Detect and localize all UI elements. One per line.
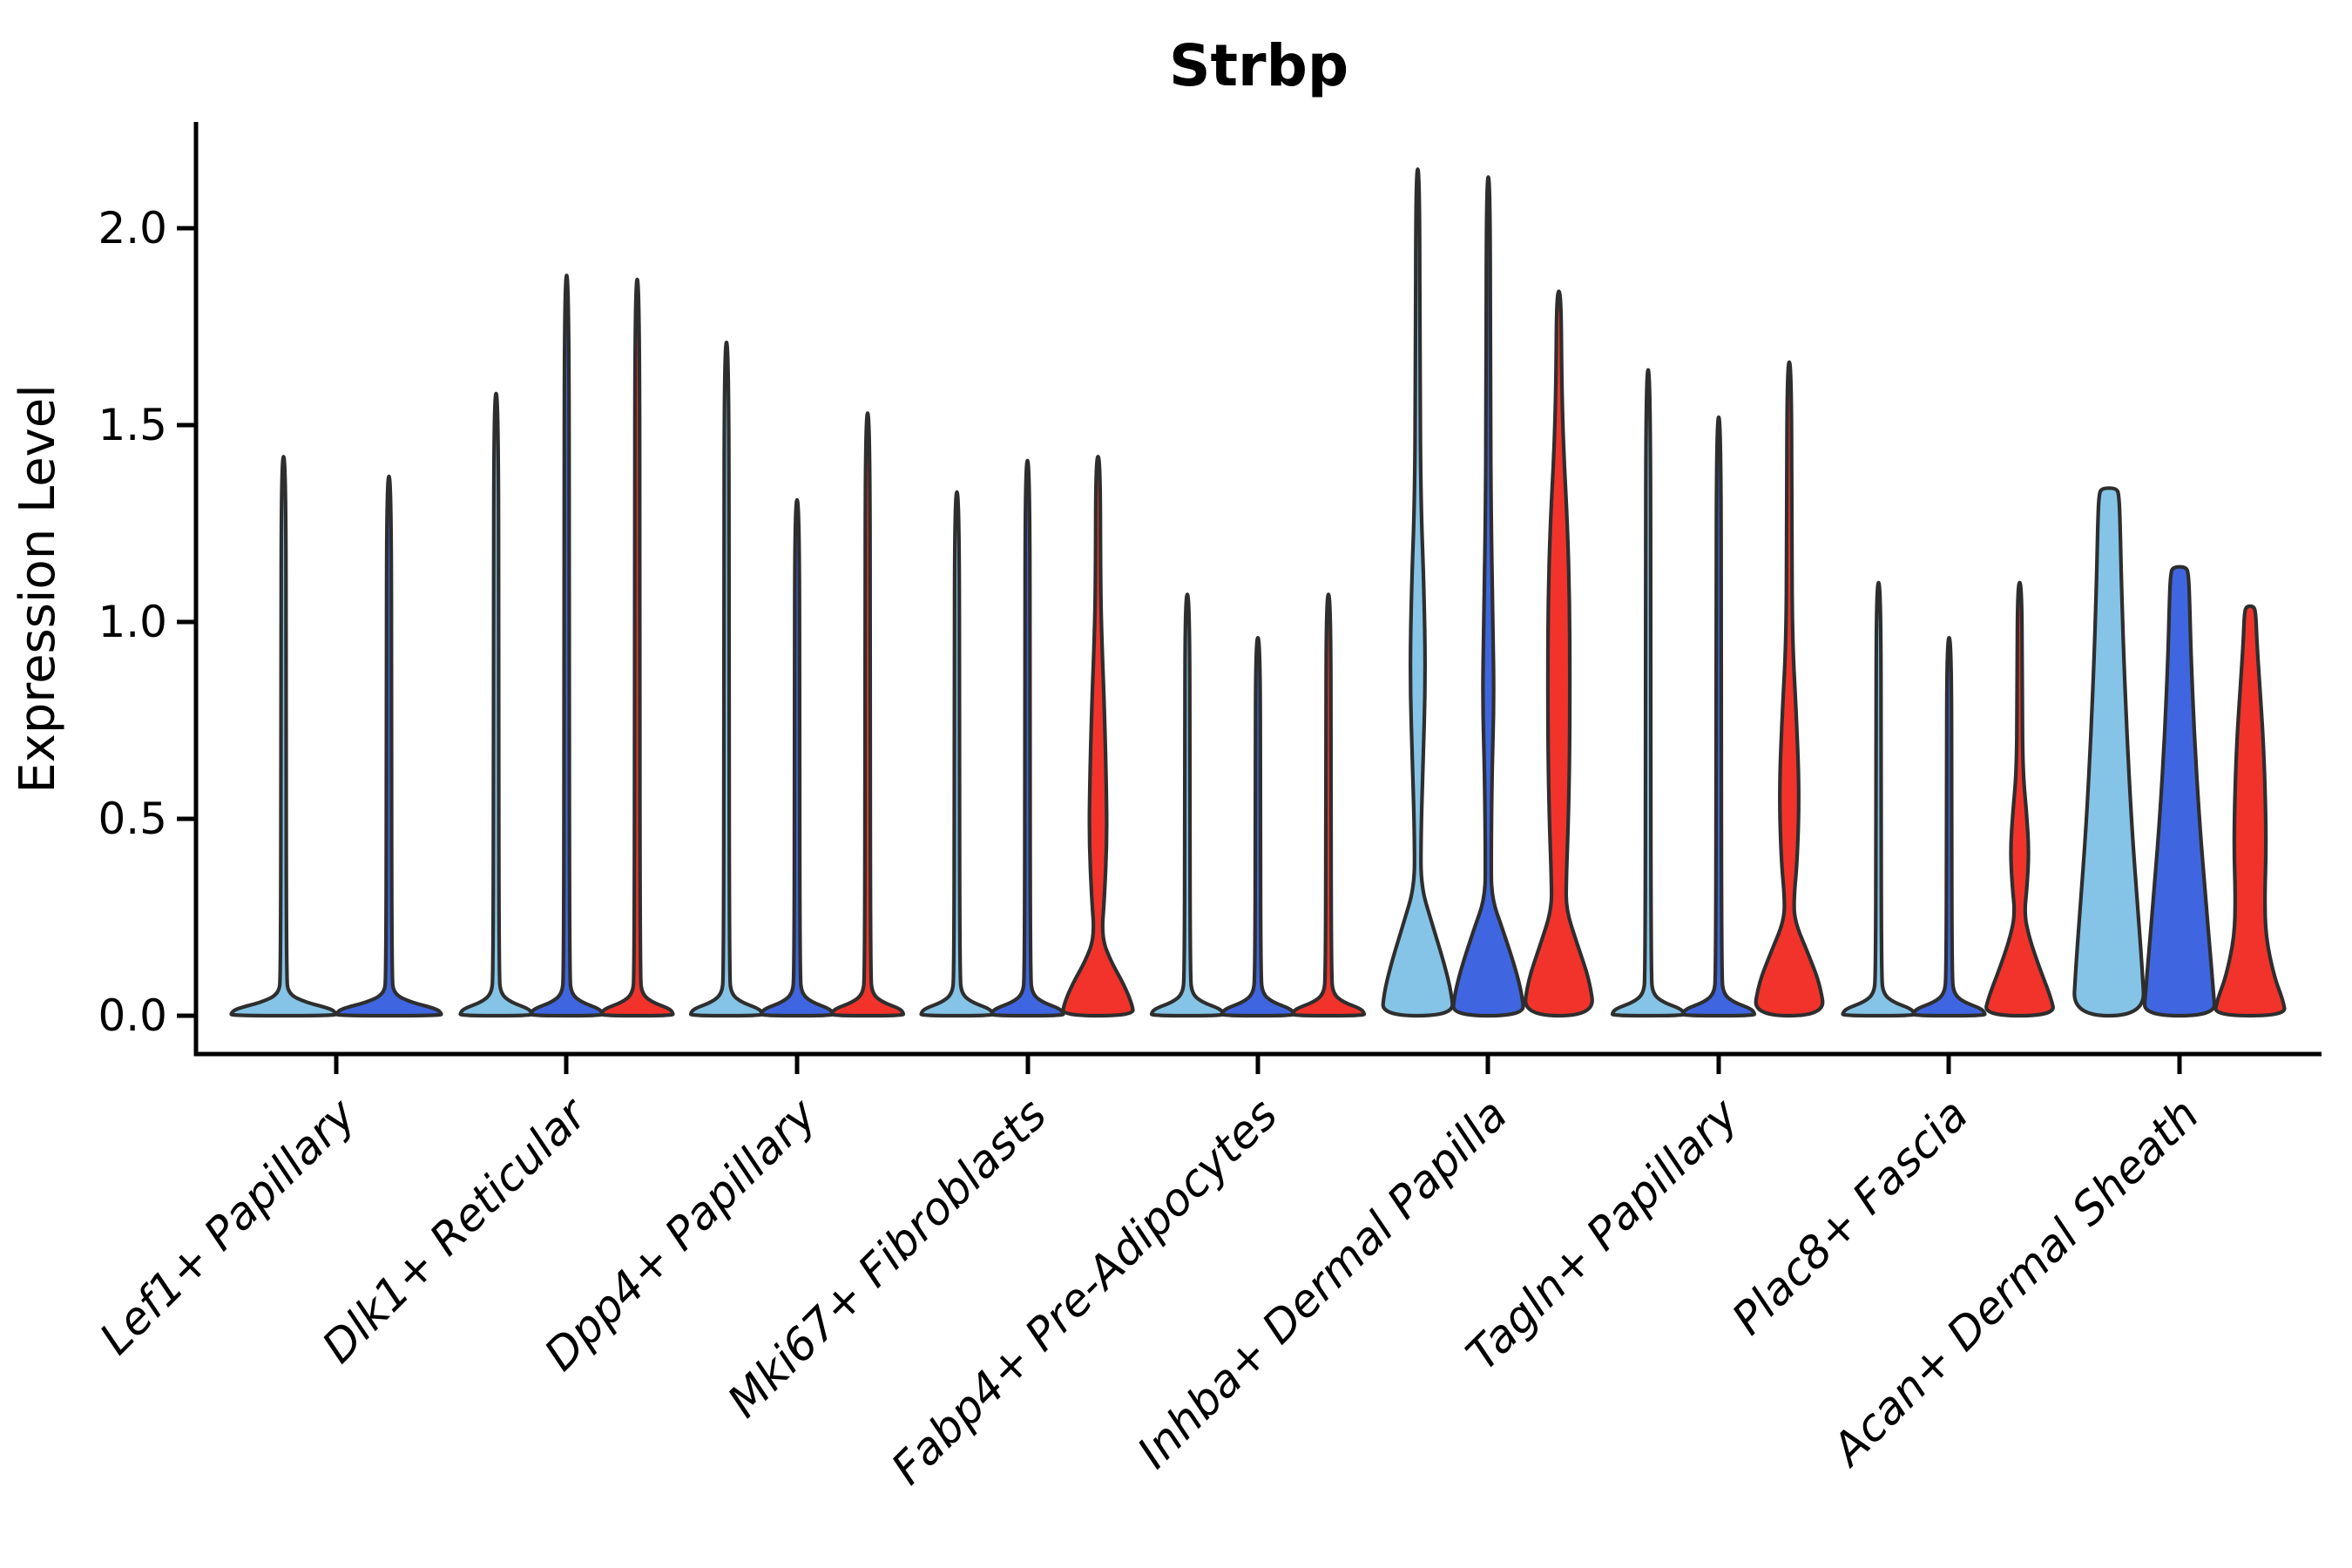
violin-g6-s3 [1524, 289, 1594, 1018]
violin-g2-s2 [529, 274, 605, 1018]
y-tick-label: 2.0 [98, 203, 167, 253]
x-tick-label: Fabp4+ Pre-Adipocytes [882, 1089, 1288, 1495]
x-tick-label: Inhba+ Dermal Papilla [1128, 1089, 1517, 1478]
violin-g9-s3 [2213, 604, 2287, 1018]
violin-g5-s1 [1149, 592, 1226, 1018]
y-axis-tick-labels: 0.0 0.5 1.0 1.5 2.0 [98, 203, 167, 1041]
violin-g1-s2 [335, 474, 443, 1018]
x-tick-label: Plac8+ Fascia [1723, 1089, 1979, 1345]
y-tick-label: 0.0 [98, 990, 167, 1041]
y-tick-label: 0.5 [98, 794, 167, 844]
violin-g8-s3 [1984, 580, 2055, 1018]
y-tick-label: 1.5 [98, 400, 167, 450]
violin-g5-s3 [1290, 592, 1367, 1018]
violin-g4-s1 [919, 490, 995, 1018]
violin-g3-s1 [688, 341, 765, 1018]
violin-g7-s3 [1754, 360, 1825, 1018]
y-tick-label: 1.0 [98, 597, 167, 647]
chart-title: Strbp [1169, 32, 1348, 99]
x-axis-tick-labels: Lef1+ Papillary Dlk1+ Reticular Dpp4+ Pa… [91, 1087, 2209, 1495]
violins-layer [229, 167, 2287, 1018]
violin-g5-s2 [1220, 636, 1296, 1018]
violin-g9-s1 [2072, 486, 2146, 1018]
violin-g3-s3 [829, 411, 906, 1018]
violin-g8-s1 [1841, 580, 1916, 1018]
violin-g2-s1 [458, 391, 534, 1018]
violin-g6-s2 [1451, 175, 1525, 1018]
violin-g4-s3 [1061, 455, 1135, 1018]
violin-g7-s1 [1610, 368, 1686, 1018]
violin-g4-s2 [990, 458, 1065, 1018]
x-tick-label: Acan+ Dermal Sheath [1821, 1089, 2209, 1477]
x-tick-label: Lef1+ Papillary [91, 1089, 367, 1365]
x-axis-ticks [334, 1054, 2182, 1074]
violin-g9-s2 [2142, 564, 2217, 1018]
violin-g6-s1 [1381, 167, 1455, 1018]
y-axis-label: Expression Level [10, 384, 66, 794]
violin-g8-s2 [1911, 636, 1987, 1018]
violin-g3-s2 [759, 497, 835, 1018]
violin-g1-s1 [229, 455, 338, 1018]
y-axis-ticks [177, 226, 196, 1018]
violin-g2-s3 [599, 277, 675, 1018]
violin-g7-s2 [1680, 415, 1757, 1018]
